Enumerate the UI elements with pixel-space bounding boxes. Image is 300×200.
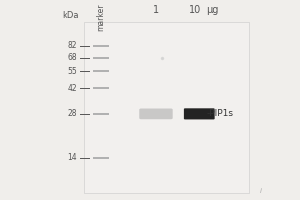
Text: μg: μg [206,5,219,15]
Text: 82: 82 [67,41,77,50]
FancyBboxPatch shape [139,109,173,119]
Text: 1: 1 [153,5,159,15]
Text: kDa: kDa [62,11,78,20]
FancyBboxPatch shape [184,108,214,119]
Text: 28: 28 [67,109,77,118]
Text: -PIP1s: -PIP1s [207,109,234,118]
Text: 14: 14 [67,153,77,162]
Text: 55: 55 [67,67,77,76]
Text: 42: 42 [67,84,77,93]
Text: 68: 68 [67,53,77,62]
Bar [84,22,248,193]
Text: marker: marker [96,4,105,31]
Text: i: i [260,188,262,194]
Text: 10: 10 [189,5,201,15]
